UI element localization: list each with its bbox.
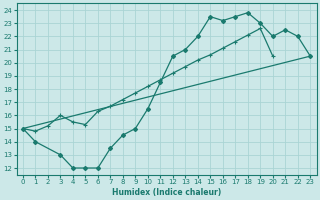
X-axis label: Humidex (Indice chaleur): Humidex (Indice chaleur)	[112, 188, 221, 197]
